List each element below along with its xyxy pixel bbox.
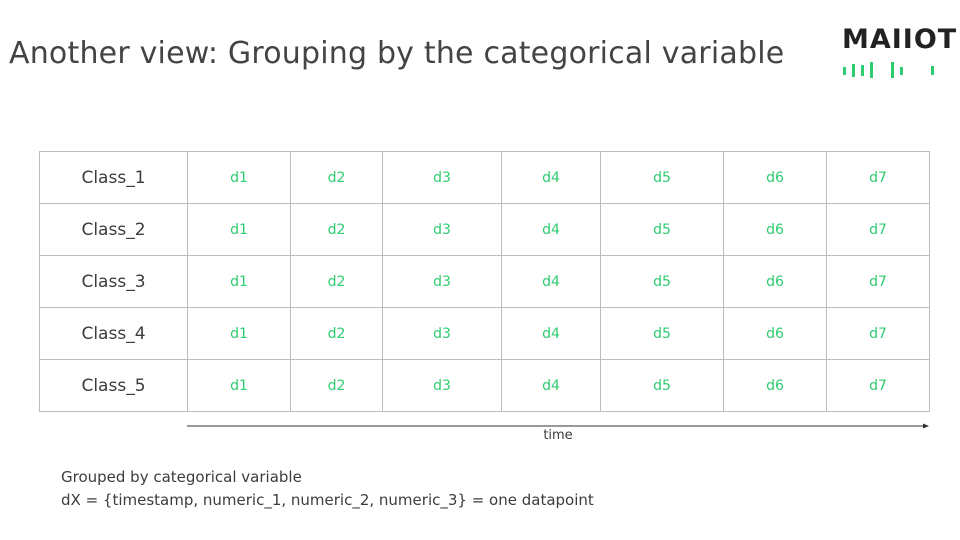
datapoint-cell: d7 (826, 307, 930, 360)
datapoint-cell: d4 (501, 359, 601, 412)
datapoint-cell: d5 (600, 151, 724, 204)
datapoint-cell: d5 (600, 255, 724, 308)
datapoint-cell: d5 (600, 307, 724, 360)
table-row: Class_3 d1 d2 d3 d4 d5 d6 d7 (39, 255, 930, 308)
maiiot-logo: MAIIOT (842, 24, 958, 78)
table-row: Class_5 d1 d2 d3 d4 d5 d6 d7 (39, 359, 930, 412)
datapoint-cell: d2 (290, 203, 383, 256)
datapoint-cell: d3 (382, 203, 502, 256)
datapoint-cell: d4 (501, 203, 601, 256)
datapoint-cell: d2 (290, 307, 383, 360)
datapoint-cell: d7 (826, 203, 930, 256)
datapoint-cell: d6 (723, 359, 827, 412)
note-line-1: Grouped by categorical variable (61, 468, 302, 486)
logo-text: MAIIOT (842, 24, 958, 55)
datapoint-cell: d4 (501, 307, 601, 360)
time-axis-label: time (543, 428, 573, 443)
datapoint-cell: d1 (187, 203, 291, 256)
datapoint-cell: d1 (187, 359, 291, 412)
datapoint-cell: d2 (290, 255, 383, 308)
datapoint-cell: d3 (382, 255, 502, 308)
datapoint-cell: d3 (382, 307, 502, 360)
slide-title: Another view: Grouping by the categorica… (9, 36, 785, 71)
note-line-2: dX = {timestamp, numeric_1, numeric_2, n… (61, 491, 594, 509)
datapoint-cell: d7 (826, 359, 930, 412)
datapoint-cell: d1 (187, 307, 291, 360)
datapoint-cell: d6 (723, 255, 827, 308)
datapoint-cell: d2 (290, 359, 383, 412)
datapoint-cell: d1 (187, 151, 291, 204)
datapoint-cell: d3 (382, 151, 502, 204)
datapoint-cell: d5 (600, 203, 724, 256)
class-label: Class_3 (39, 255, 188, 308)
datapoint-cell: d2 (290, 151, 383, 204)
datapoint-cell: d6 (723, 307, 827, 360)
class-label: Class_2 (39, 203, 188, 256)
class-time-grid: Class_1 d1 d2 d3 d4 d5 d6 d7 Class_2 d1 d2 d3 d4 d5 d6… (39, 151, 930, 412)
class-label: Class_4 (39, 307, 188, 360)
datapoint-cell: d4 (501, 255, 601, 308)
datapoint-cell: d4 (501, 151, 601, 204)
datapoint-cell: d6 (723, 151, 827, 204)
datapoint-cell: d5 (600, 359, 724, 412)
datapoint-cell: d1 (187, 255, 291, 308)
notes: Grouped by categorical variable dX = {ti… (61, 466, 594, 512)
table-row: Class_2 d1 d2 d3 d4 d5 d6 d7 (39, 203, 930, 256)
time-axis-arrow (187, 423, 929, 429)
table-row: Class_1 d1 d2 d3 d4 d5 d6 d7 (39, 151, 930, 204)
datapoint-cell: d3 (382, 359, 502, 412)
logo-bars-icon (843, 62, 934, 78)
table-row: Class_4 d1 d2 d3 d4 d5 d6 d7 (39, 307, 930, 360)
class-label: Class_5 (39, 359, 188, 412)
class-label: Class_1 (39, 151, 188, 204)
datapoint-cell: d7 (826, 151, 930, 204)
datapoint-cell: d7 (826, 255, 930, 308)
datapoint-cell: d6 (723, 203, 827, 256)
